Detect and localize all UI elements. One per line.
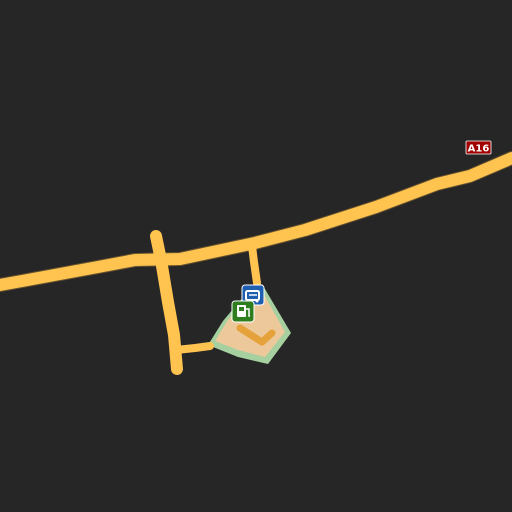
fuel-station-icon[interactable] [232,301,254,322]
access-road-line [252,246,257,283]
access-road-west-line [176,346,210,350]
route-shield-a16[interactable]: A16 [466,141,491,155]
route-shield-label: A16 [468,144,490,155]
